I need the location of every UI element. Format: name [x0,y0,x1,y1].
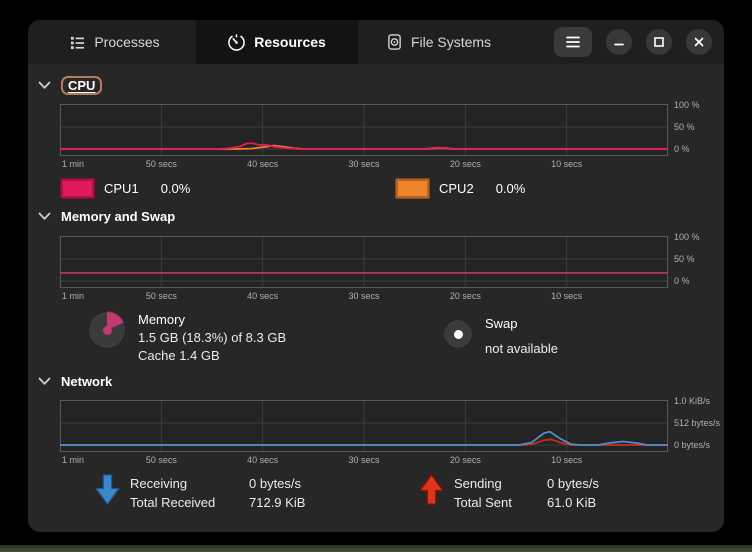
y-axis-label: 512 bytes/s [674,418,721,428]
x-axis-label: 40 secs [247,455,279,465]
network-section-header[interactable]: Network [38,374,112,389]
cpu-section-title: CPU [61,76,103,95]
swap-details: Swap not available [443,311,558,361]
memory-section-header[interactable]: Memory and Swap [38,209,175,224]
close-button[interactable] [686,29,712,55]
total-received-label: Total Received [130,495,216,510]
memory-chart [60,236,668,288]
cpu1-value: 0.0% [160,181,191,196]
x-axis-label: 20 secs [449,159,481,169]
disk-icon [388,34,401,50]
memory-label: Memory [138,312,185,327]
tab-resources-label: Resources [254,34,326,50]
x-axis-label: 30 secs [348,291,380,301]
swap-pie-icon [443,319,473,349]
tab-resources[interactable]: Resources [196,20,358,64]
x-axis-label: 20 secs [449,455,481,465]
y-axis-label: 50 % [674,254,695,264]
sending-label: Sending [454,476,502,491]
minimize-button[interactable] [606,29,632,55]
chevron-down-icon [38,81,51,89]
cpu2-legend-item: CPU2 0.0% [395,178,525,199]
receiving-down-arrow-icon [95,474,120,505]
cpu1-label: CPU1 [104,181,139,196]
memory-pie-icon [88,311,126,349]
network-chart-x-axis: 1 min 50 secs 40 secs 30 secs 20 secs 10 secs [60,455,668,467]
total-sent-value: 61.0 KiB [547,495,597,510]
system-monitor-window: Processes Resources File Systems [28,20,724,532]
hamburger-icon [566,36,580,48]
processes-list-icon [71,36,85,49]
x-axis-label: 10 secs [551,291,583,301]
maximize-icon [654,37,664,47]
x-axis-label: 50 secs [145,455,177,465]
tab-file-systems-label: File Systems [410,34,492,50]
cpu2-value: 0.0% [495,181,526,196]
x-axis-label: 50 secs [145,291,177,301]
network-chart-y-axis: 1.0 KiB/s 512 bytes/s 0 bytes/s [674,396,724,452]
close-icon [694,37,704,47]
y-axis-label: 1.0 KiB/s [674,396,711,406]
headerbar: Processes Resources File Systems [28,20,724,64]
tab-bar: Processes Resources File Systems [34,20,520,64]
window-controls [554,27,724,57]
y-axis-label: 0 % [674,144,690,154]
y-axis-label: 50 % [674,122,695,132]
x-axis-label: 40 secs [247,291,279,301]
sending-rate: 0 bytes/s [547,476,600,491]
x-axis-label: 10 secs [551,455,583,465]
network-section-title: Network [61,374,113,389]
memory-cache: Cache 1.4 GB [138,348,220,363]
cpu2-color-swatch [395,178,430,199]
cpu-chart [60,104,668,156]
y-axis-label: 0 bytes/s [674,440,711,450]
memory-chart-x-axis: 1 min 50 secs 40 secs 30 secs 20 secs 10 secs [60,291,668,303]
x-axis-label: 50 secs [145,159,177,169]
memory-usage: 1.5 GB (18.3%) of 8.3 GB [138,330,287,345]
x-axis-label: 30 secs [348,159,380,169]
receiving-legend: Receiving Total Received 0 bytes/s 712.9… [95,474,305,512]
minimize-icon [614,43,624,46]
total-received-value: 712.9 KiB [249,495,306,510]
memory-section-title: Memory and Swap [61,209,176,224]
maximize-button[interactable] [646,29,672,55]
receiving-label: Receiving [130,476,188,491]
cpu-section-header[interactable]: CPU [38,76,103,95]
tab-file-systems[interactable]: File Systems [358,20,520,64]
x-axis-label: 10 secs [551,159,583,169]
cpu-chart-y-axis: 100 % 50 % 0 % [674,100,724,156]
x-axis-label: 30 secs [348,455,380,465]
total-sent-label: Total Sent [454,495,512,510]
chevron-down-icon [38,212,51,220]
swap-label: Swap [485,316,518,331]
x-axis-label: 1 min [62,291,85,301]
y-axis-label: 100 % [674,100,700,110]
cpu1-color-swatch [60,178,95,199]
x-axis-label: 1 min [62,455,85,465]
x-axis-label: 1 min [62,159,85,169]
tab-processes[interactable]: Processes [34,20,196,64]
network-chart [60,400,668,452]
x-axis-label: 40 secs [247,159,279,169]
swap-status: not available [485,341,558,356]
cpu1-legend-item: CPU1 0.0% [60,178,190,199]
x-axis-label: 20 secs [449,291,481,301]
sending-legend: Sending Total Sent 0 bytes/s 61.0 KiB [419,474,599,512]
chevron-down-icon [38,377,51,385]
y-axis-label: 0 % [674,276,690,286]
gauge-icon [228,33,245,51]
hamburger-menu-button[interactable] [554,27,592,57]
cpu-chart-x-axis: 1 min 50 secs 40 secs 30 secs 20 secs 10 secs [60,159,668,171]
memory-chart-y-axis: 100 % 50 % 0 % [674,232,724,288]
cpu2-label: CPU2 [439,181,474,196]
sending-up-arrow-icon [419,474,444,505]
memory-details: Memory 1.5 GB (18.3%) of 8.3 GB Cache 1.… [88,311,286,365]
y-axis-label: 100 % [674,232,700,242]
tab-processes-label: Processes [94,34,160,50]
receiving-rate: 0 bytes/s [249,476,302,491]
desktop-background-strip [0,545,752,552]
